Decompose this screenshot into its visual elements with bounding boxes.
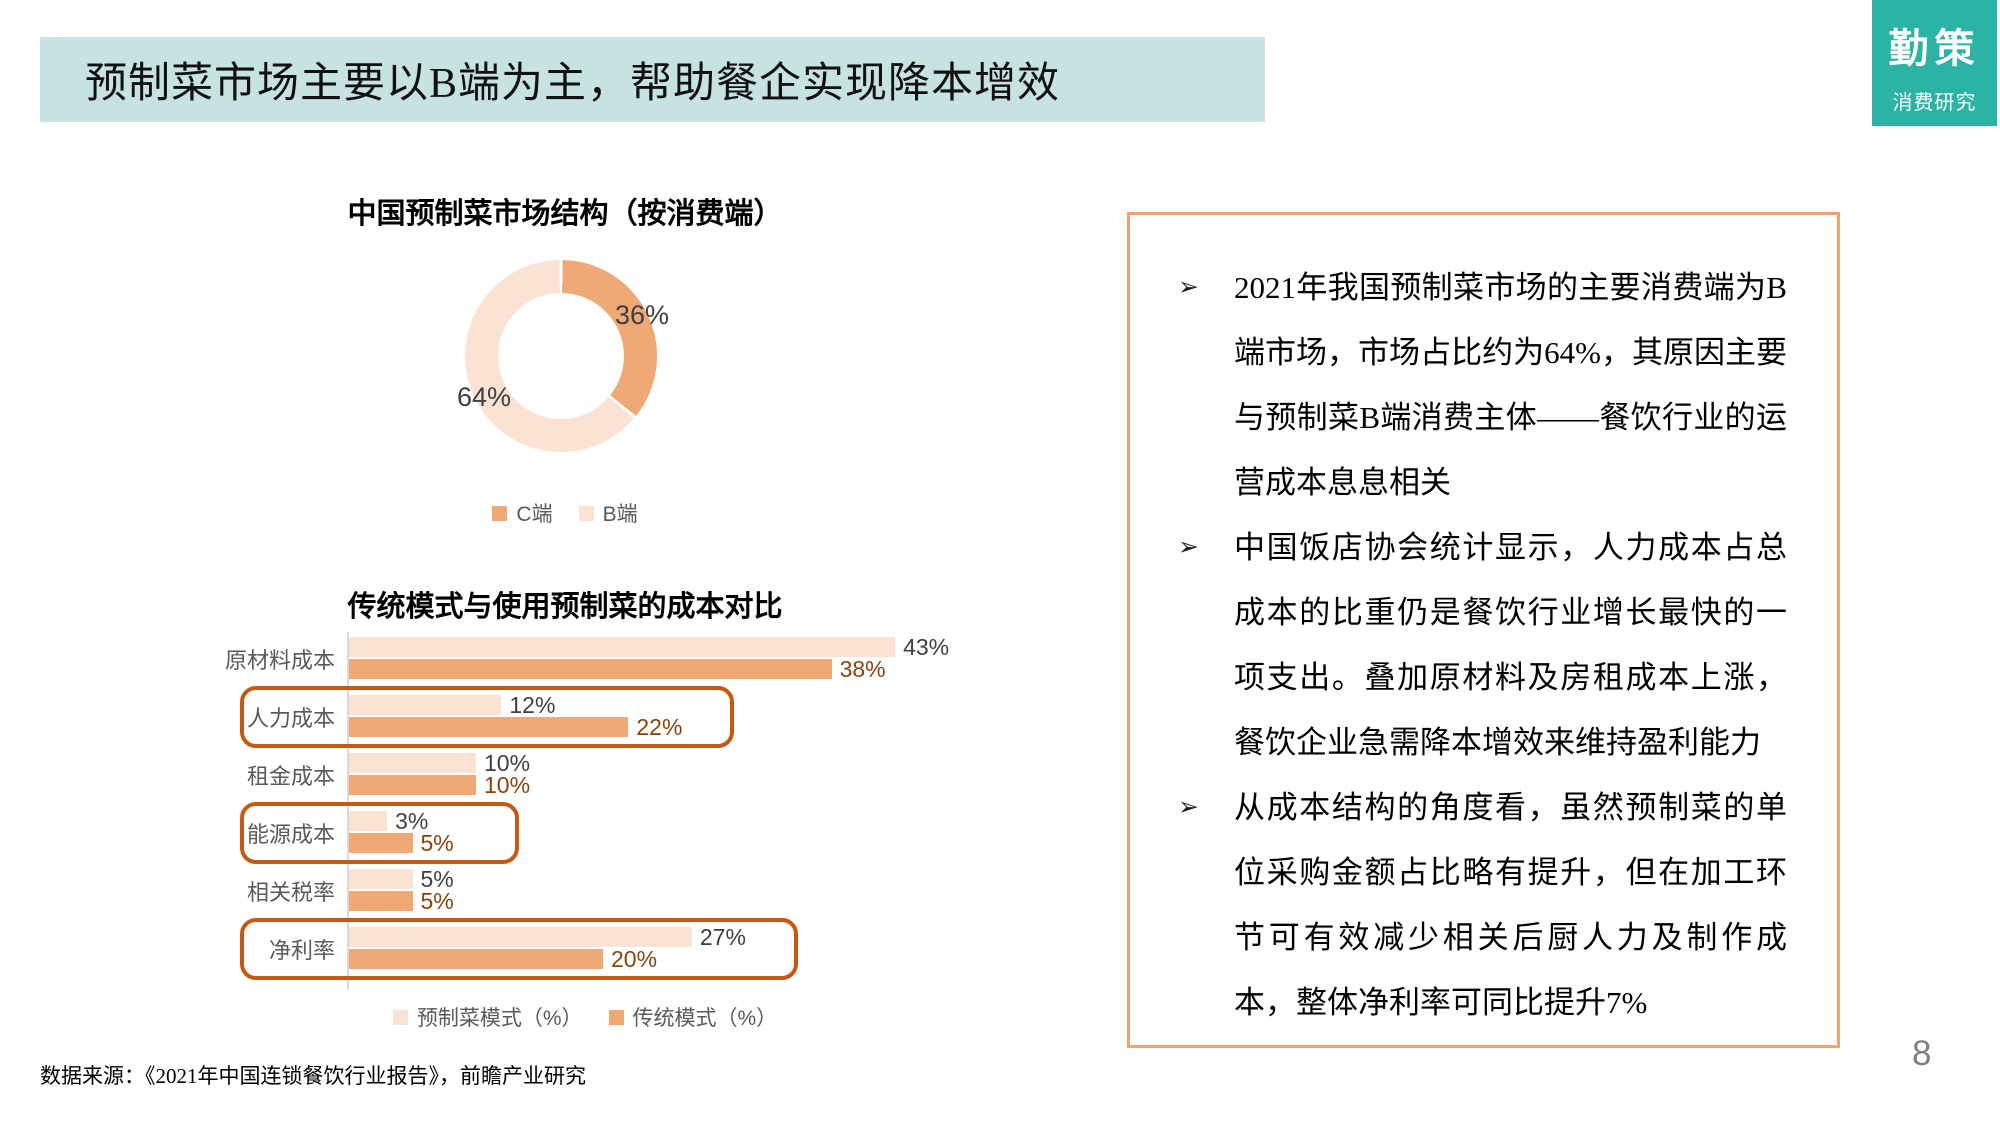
bar-line: 38%	[349, 656, 1000, 682]
legend-swatch-icon	[392, 1009, 408, 1025]
donut-value-label-c-side: 36%	[615, 300, 670, 330]
bar-group: 10% 10%	[349, 750, 1000, 798]
data-source: 数据来源：《2021年中国连锁餐饮行业报告》，前瞻产业研究	[40, 1064, 586, 1088]
bar-row: 人力成本 12% 22%	[180, 686, 1000, 748]
bullet-arrow-icon: ➢	[1178, 274, 1199, 301]
bar	[349, 869, 413, 889]
bar-value-label: 43%	[903, 633, 950, 660]
bar-value-label: 38%	[839, 655, 886, 682]
legend-item: C端	[492, 498, 553, 528]
legend-label: 预制菜模式（%）	[416, 1007, 583, 1030]
bullet-text: 从成本结构的角度看，虽然预制菜的单位采购金额占比略有提升，但在加工环节可有效减少…	[1234, 790, 1787, 1020]
bar-category-label: 相关税率	[246, 880, 335, 905]
bar-category-label: 能源成本	[246, 822, 335, 847]
insights-panel: ➢ 2021年我国预制菜市场的主要消费端为B端市场，市场占比约为64%，其原因主要…	[1127, 212, 1840, 1048]
bar-category-label: 人力成本	[246, 706, 335, 731]
page-number: 8	[1912, 1034, 1932, 1073]
bar-value-label: 22%	[636, 713, 683, 740]
bar-row: 净利率 27% 20%	[180, 918, 1000, 980]
bar	[349, 949, 603, 969]
legend-item: 传统模式（%）	[608, 1002, 778, 1032]
bar-group: 27% 20%	[349, 924, 1000, 972]
bar-rows: 原材料成本 43% 38% 人力成本 12% 22% 租金成本 10% 10% 能源成本 3% 5% 相…	[180, 634, 1000, 980]
bar-group: 5% 5%	[349, 866, 1000, 914]
brand-name: 勤策	[1888, 27, 1981, 71]
bar-row: 租金成本 10% 10%	[180, 750, 1000, 798]
bullet-text: 2021年我国预制菜市场的主要消费端为B端市场，市场占比约为64%，其原因主要与…	[1234, 270, 1787, 500]
bar-row: 相关税率 5% 5%	[180, 866, 1000, 914]
bar	[349, 695, 502, 715]
donut-chart: 36% 64%	[457, 260, 669, 452]
bar-value-label: 3%	[395, 807, 429, 834]
bar-value-label: 5%	[420, 887, 454, 914]
bar	[349, 637, 896, 657]
bar-group: 43% 38%	[349, 634, 1000, 682]
legend-swatch-icon	[492, 505, 508, 521]
bar-value-label: 5%	[420, 829, 454, 856]
brand-logo: 勤策 消费研究	[1872, 0, 1997, 126]
bar-line: 5%	[349, 866, 1000, 892]
donut-hole	[498, 293, 624, 419]
legend-swatch-icon	[608, 1009, 624, 1025]
bar-row: 原材料成本 43% 38%	[180, 634, 1000, 682]
legend-item: B端	[578, 498, 638, 528]
bullet-item: ➢ 2021年我国预制菜市场的主要消费端为B端市场，市场占比约为64%，其原因主要…	[1174, 255, 1787, 515]
bar-value-label: 10%	[484, 749, 531, 776]
bar	[349, 775, 476, 795]
bar-chart-axis	[347, 632, 349, 990]
bar-line: 10%	[349, 772, 1000, 798]
bar	[349, 753, 476, 773]
highlight-box	[240, 802, 519, 864]
bar	[349, 659, 832, 679]
legend-swatch-icon	[578, 505, 594, 521]
donut-legend: C端 B端	[285, 498, 845, 528]
bar-line: 5%	[349, 830, 1000, 856]
legend-label: C端	[516, 503, 553, 526]
bar-group: 12% 22%	[349, 692, 1000, 740]
bar-value-label: 5%	[420, 865, 454, 892]
donut-value-label-b-side: 64%	[457, 382, 512, 412]
bar-category-label: 净利率	[268, 938, 335, 963]
bar-value-label: 27%	[699, 923, 746, 950]
bar	[349, 811, 388, 831]
bar-value-label: 20%	[611, 945, 658, 972]
bar	[349, 891, 413, 911]
bar-line: 20%	[349, 946, 1000, 972]
slide-title: 预制菜市场主要以B端为主，帮助餐企实现降本增效	[85, 61, 1061, 107]
bar-line: 27%	[349, 924, 1000, 950]
bar	[349, 717, 629, 737]
bullet-arrow-icon: ➢	[1178, 794, 1199, 821]
bar-value-label: 10%	[484, 771, 531, 798]
bar-line: 12%	[349, 692, 1000, 718]
bullet-item: ➢ 从成本结构的角度看，虽然预制菜的单位采购金额占比略有提升，但在加工环节可有效减…	[1174, 775, 1787, 1035]
bullet-text: 中国饭店协会统计显示，人力成本占总成本的比重仍是餐饮行业增长最快的一项支出。叠加…	[1234, 530, 1787, 760]
bar-category-label: 原材料成本	[224, 648, 335, 673]
legend-label: B端	[602, 503, 638, 526]
slide-title-bar: 预制菜市场主要以B端为主，帮助餐企实现降本增效	[40, 37, 1265, 122]
bullet-arrow-icon: ➢	[1178, 534, 1199, 561]
bar-value-label: 12%	[509, 691, 556, 718]
bar-group: 3% 5%	[349, 808, 1000, 856]
donut-chart-title: 中国预制菜市场结构（按消费端）	[347, 198, 783, 230]
bar-category-label: 租金成本	[246, 764, 335, 789]
bar-line: 43%	[349, 634, 1000, 660]
bar-line: 3%	[349, 808, 1000, 834]
bar-line: 5%	[349, 888, 1000, 914]
bar-line: 10%	[349, 750, 1000, 776]
bar-line: 22%	[349, 714, 1000, 740]
bar	[349, 927, 692, 947]
brand-subtitle: 消费研究	[1892, 92, 1977, 114]
bar-chart: 原材料成本 43% 38% 人力成本 12% 22% 租金成本 10% 10% 能源成本 3% 5% 相…	[180, 632, 1000, 990]
highlight-box	[240, 686, 735, 748]
bullet-list: ➢ 2021年我国预制菜市场的主要消费端为B端市场，市场占比约为64%，其原因主要…	[1174, 255, 1787, 1035]
bullet-item: ➢ 中国饭店协会统计显示，人力成本占总成本的比重仍是餐饮行业增长最快的一项支出。叠…	[1174, 515, 1787, 775]
bar-chart-legend: 预制菜模式（%） 传统模式（%）	[180, 1002, 990, 1032]
legend-label: 传统模式（%）	[632, 1007, 778, 1030]
highlight-box	[240, 918, 798, 980]
bar-chart-title: 传统模式与使用预制菜的成本对比	[347, 591, 783, 623]
bar	[349, 833, 413, 853]
bar-row: 能源成本 3% 5%	[180, 802, 1000, 864]
legend-item: 预制菜模式（%）	[392, 1002, 583, 1032]
